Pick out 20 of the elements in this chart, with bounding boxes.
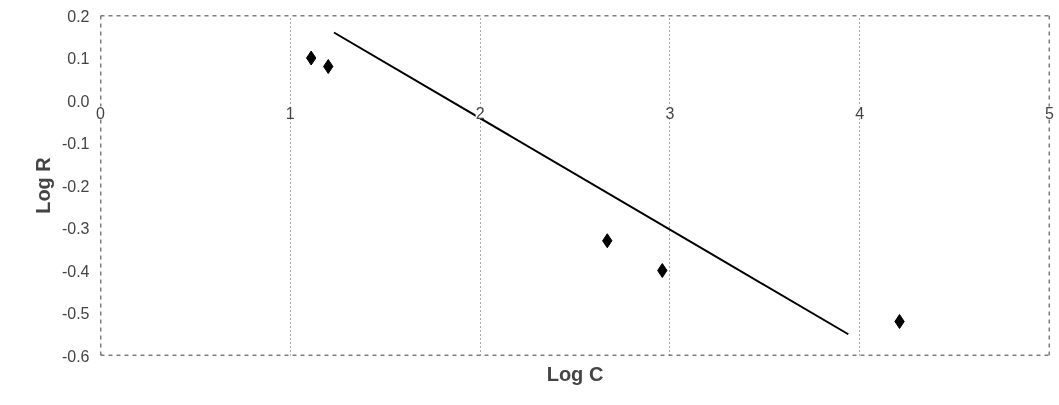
- point: [894, 314, 905, 329]
- y-tick-label: -0.3: [61, 220, 90, 237]
- x-tick-label: 4: [855, 104, 865, 122]
- x-tick-label: 1: [285, 104, 295, 122]
- x-tick-label: 3: [665, 104, 675, 122]
- x-axis-title: Log C: [546, 362, 604, 385]
- y-axis-title: Log R: [31, 156, 54, 214]
- point: [657, 263, 668, 278]
- y-tick-label: -0.5: [61, 305, 90, 322]
- y-tick-label: -0.2: [61, 177, 90, 195]
- point: [323, 59, 334, 74]
- y-tick-label: -0.1: [61, 135, 90, 152]
- x-tick-label: 2: [475, 104, 485, 122]
- x-tick-label: 0: [96, 104, 106, 122]
- y-tick-label: 0.0: [67, 92, 90, 110]
- y-tick-label: 0.1: [67, 50, 90, 67]
- y-tick-label: 0.2: [67, 7, 90, 25]
- y-tick-label: -0.4: [61, 262, 90, 280]
- y-tick-label: -0.6: [61, 347, 90, 365]
- x-tick-label: 5: [1045, 104, 1055, 122]
